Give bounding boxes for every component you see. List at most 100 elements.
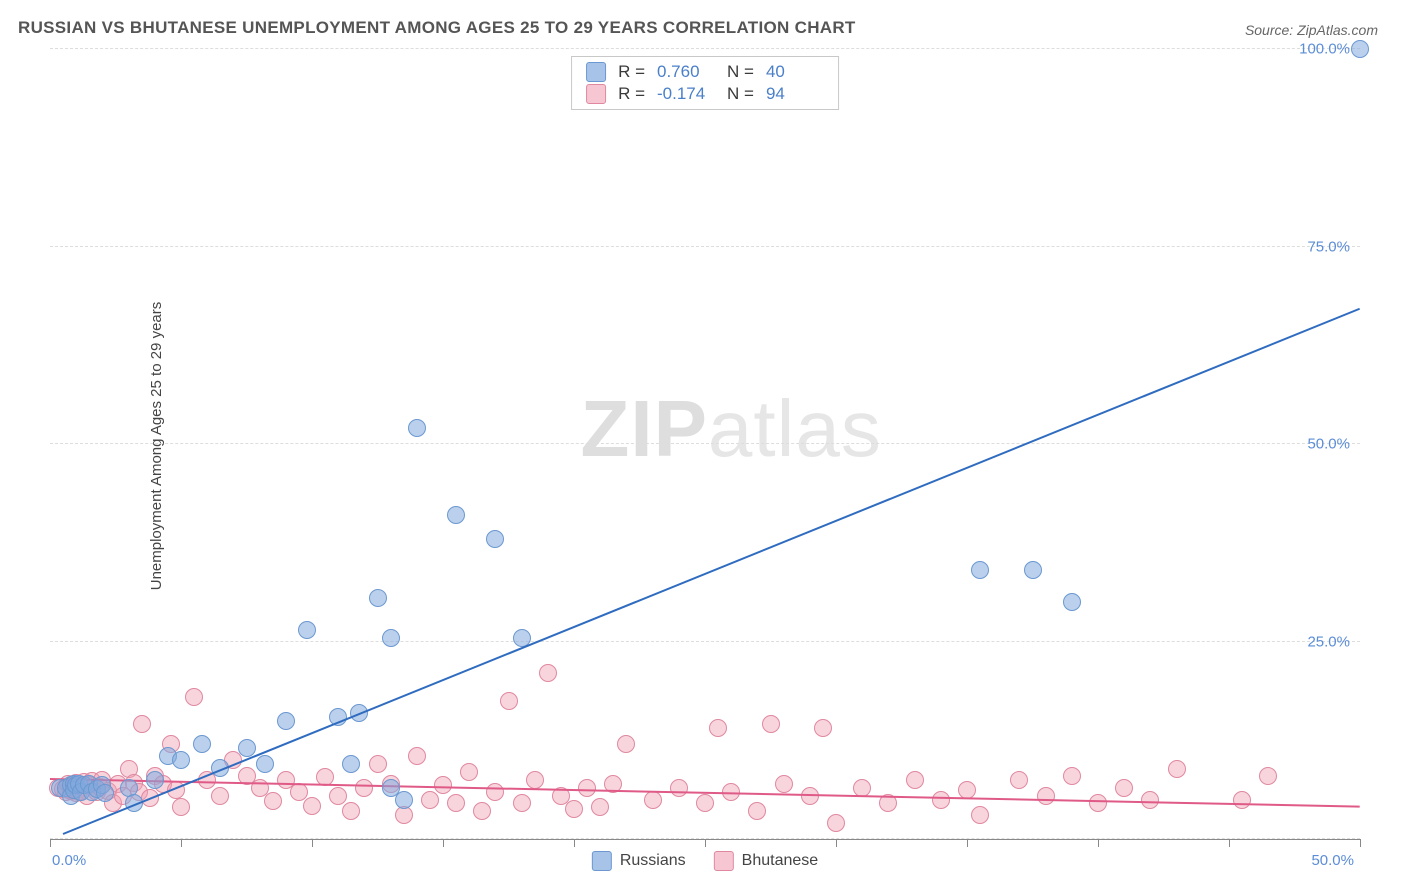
legend-item-bhutanese: Bhutanese — [714, 851, 819, 871]
r-value-russians: 0.760 — [657, 62, 715, 82]
data-point-russians — [408, 419, 426, 437]
data-point-bhutanese — [696, 794, 714, 812]
n-label: N = — [727, 62, 754, 82]
swatch-pink-icon-2 — [714, 851, 734, 871]
data-point-bhutanese — [355, 779, 373, 797]
gridline — [50, 641, 1360, 642]
data-point-bhutanese — [539, 664, 557, 682]
gridline — [50, 443, 1360, 444]
y-tick-label: 50.0% — [1307, 436, 1350, 453]
data-point-russians — [193, 735, 211, 753]
data-point-bhutanese — [565, 800, 583, 818]
data-point-russians — [256, 755, 274, 773]
data-point-bhutanese — [932, 791, 950, 809]
legend-row-russians: R = 0.760 N = 40 — [586, 61, 824, 83]
gridline — [50, 48, 1360, 49]
data-point-bhutanese — [1168, 760, 1186, 778]
data-point-bhutanese — [395, 806, 413, 824]
watermark-bold: ZIP — [580, 384, 707, 473]
x-tick — [1360, 839, 1361, 847]
data-point-russians — [395, 791, 413, 809]
legend-item-russians: Russians — [592, 851, 686, 871]
data-point-bhutanese — [329, 787, 347, 805]
data-point-bhutanese — [447, 794, 465, 812]
data-point-russians — [146, 771, 164, 789]
data-point-bhutanese — [762, 715, 780, 733]
x-tick — [443, 839, 444, 847]
source-attribution: Source: ZipAtlas.com — [1245, 22, 1378, 38]
watermark: ZIPatlas — [580, 383, 881, 475]
y-tick-label: 75.0% — [1307, 238, 1350, 255]
data-point-russians — [1024, 561, 1042, 579]
data-point-bhutanese — [906, 771, 924, 789]
r-value-bhutanese: -0.174 — [657, 84, 715, 104]
data-point-bhutanese — [1010, 771, 1028, 789]
data-point-russians — [447, 506, 465, 524]
data-point-bhutanese — [1063, 767, 1081, 785]
n-value-bhutanese: 94 — [766, 84, 824, 104]
y-tick-label: 100.0% — [1299, 41, 1350, 58]
x-tick — [1229, 839, 1230, 847]
data-point-bhutanese — [617, 735, 635, 753]
data-point-russians — [298, 621, 316, 639]
data-point-russians — [96, 784, 114, 802]
data-point-bhutanese — [408, 747, 426, 765]
data-point-bhutanese — [303, 797, 321, 815]
x-tick — [836, 839, 837, 847]
data-point-bhutanese — [775, 775, 793, 793]
data-point-bhutanese — [1141, 791, 1159, 809]
data-point-bhutanese — [486, 783, 504, 801]
data-point-bhutanese — [473, 802, 491, 820]
r-label: R = — [618, 62, 645, 82]
data-point-bhutanese — [1115, 779, 1133, 797]
x-tick — [705, 839, 706, 847]
data-point-bhutanese — [971, 806, 989, 824]
data-point-russians — [1063, 593, 1081, 611]
data-point-bhutanese — [591, 798, 609, 816]
swatch-blue-icon — [586, 62, 606, 82]
data-point-russians — [342, 755, 360, 773]
gridline — [50, 246, 1360, 247]
data-point-bhutanese — [827, 814, 845, 832]
data-point-bhutanese — [578, 779, 596, 797]
n-label-2: N = — [727, 84, 754, 104]
chart-title: RUSSIAN VS BHUTANESE UNEMPLOYMENT AMONG … — [18, 18, 856, 38]
x-tick — [50, 839, 51, 847]
series-legend: Russians Bhutanese — [592, 851, 818, 871]
data-point-bhutanese — [500, 692, 518, 710]
data-point-russians — [1351, 40, 1369, 58]
data-point-bhutanese — [853, 779, 871, 797]
data-point-bhutanese — [1233, 791, 1251, 809]
data-point-bhutanese — [513, 794, 531, 812]
data-point-bhutanese — [1259, 767, 1277, 785]
data-point-bhutanese — [369, 755, 387, 773]
data-point-russians — [369, 589, 387, 607]
r-label-2: R = — [618, 84, 645, 104]
legend-label-bhutanese: Bhutanese — [742, 852, 819, 870]
y-tick-label: 25.0% — [1307, 633, 1350, 650]
data-point-bhutanese — [670, 779, 688, 797]
legend-row-bhutanese: R = -0.174 N = 94 — [586, 83, 824, 105]
legend-label-russians: Russians — [620, 852, 686, 870]
watermark-light: atlas — [708, 384, 882, 473]
x-tick-label: 50.0% — [1311, 852, 1354, 869]
swatch-pink-icon — [586, 84, 606, 104]
data-point-bhutanese — [264, 792, 282, 810]
data-point-bhutanese — [342, 802, 360, 820]
data-point-bhutanese — [185, 688, 203, 706]
x-tick — [574, 839, 575, 847]
data-point-bhutanese — [644, 791, 662, 809]
data-point-bhutanese — [421, 791, 439, 809]
data-point-bhutanese — [526, 771, 544, 789]
data-point-bhutanese — [814, 719, 832, 737]
x-tick — [1098, 839, 1099, 847]
data-point-bhutanese — [1089, 794, 1107, 812]
data-point-bhutanese — [1037, 787, 1055, 805]
data-point-russians — [382, 629, 400, 647]
data-point-russians — [238, 739, 256, 757]
x-tick — [312, 839, 313, 847]
x-tick — [181, 839, 182, 847]
x-tick — [967, 839, 968, 847]
data-point-bhutanese — [172, 798, 190, 816]
data-point-bhutanese — [748, 802, 766, 820]
